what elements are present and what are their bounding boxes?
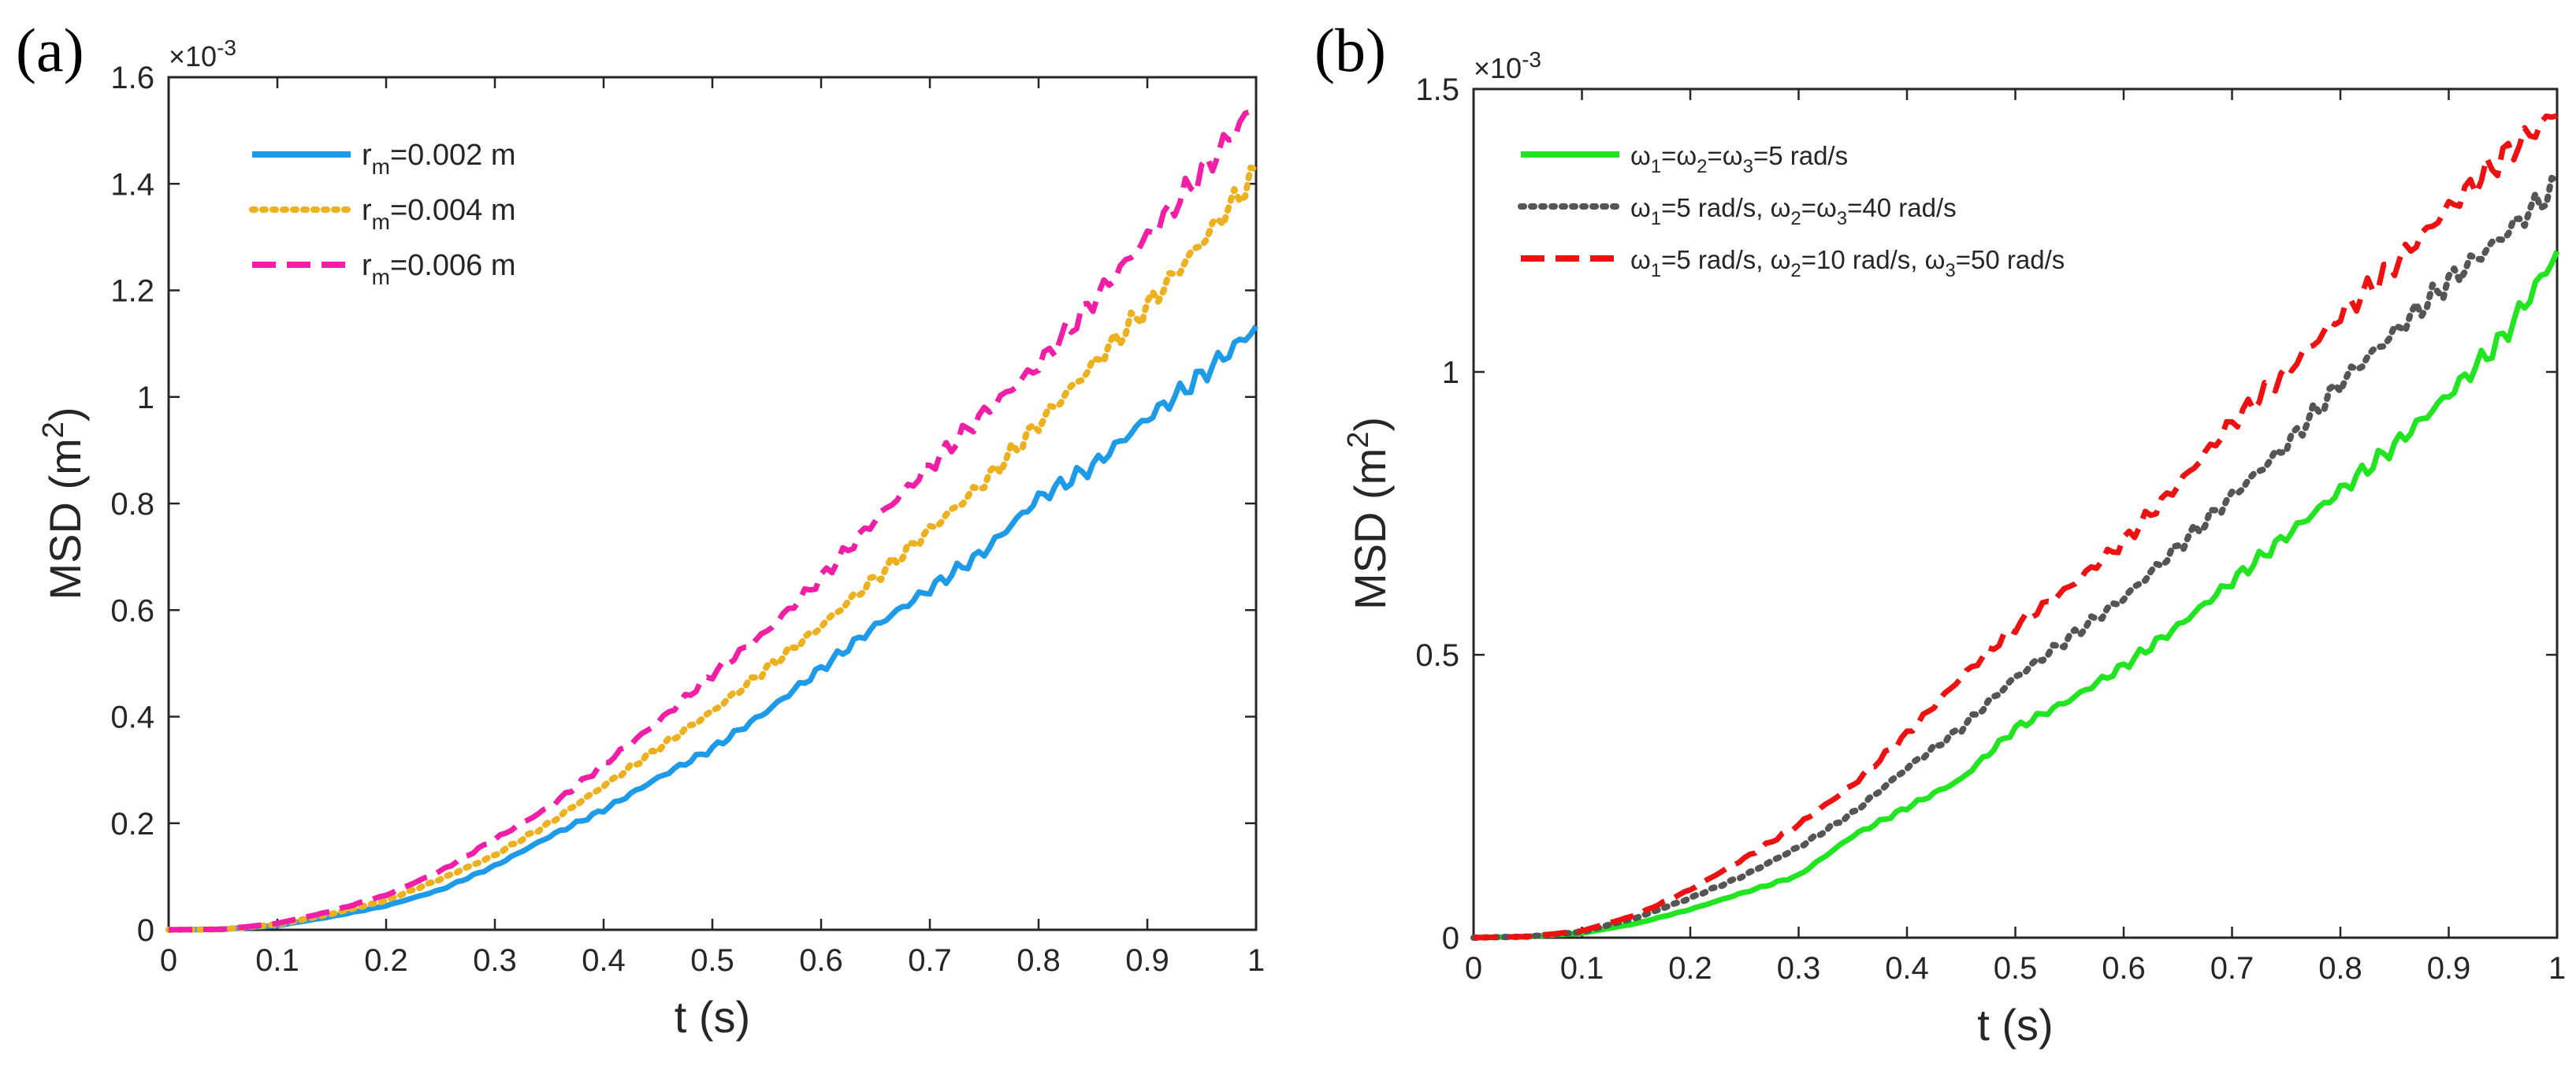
- plot-area: [1472, 87, 2559, 939]
- y-exponent-label: ×10-3: [1474, 47, 1541, 84]
- series-line-3: [1473, 113, 2558, 941]
- x-tick-label: 0.4: [1885, 951, 1929, 986]
- y-tick-label: 1: [1442, 355, 1459, 390]
- legend-label-2: ω1=5 rad/s, ω2=ω3=40 rad/s: [1630, 193, 1957, 229]
- x-tick-label: 0.1: [255, 943, 299, 978]
- x-tick-label: 0.2: [364, 943, 408, 978]
- x-tick-label: 0.3: [1777, 951, 1821, 986]
- panel-label-a: (a): [16, 16, 84, 84]
- x-tick-label: 0.7: [908, 943, 952, 978]
- x-tick-label: 0.6: [799, 943, 843, 978]
- legend-label-2: rm=0.004 m: [362, 194, 515, 234]
- x-axis-label: t (s): [1977, 1000, 2053, 1050]
- x-tick-label: 0.3: [473, 943, 517, 978]
- y-tick-label: 1.2: [110, 274, 154, 309]
- series-line-2: [1470, 174, 2560, 941]
- y-tick-label: 1.5: [1415, 72, 1459, 107]
- x-tick-label: 1: [2548, 951, 2566, 986]
- series-line-1: [1473, 250, 2560, 941]
- y-tick-label: 0.6: [110, 593, 154, 628]
- y-exponent-label: ×10-3: [169, 35, 236, 72]
- legend-label-1: rm=0.002 m: [362, 139, 515, 179]
- y-tick-label: 0: [137, 913, 154, 948]
- series-line-2: [165, 164, 1259, 933]
- x-tick-label: 0.5: [690, 943, 734, 978]
- x-axis-label: t (s): [675, 992, 750, 1042]
- y-tick-label: 1.6: [110, 61, 154, 95]
- chart-a: 0 0.1 0.2 0.3 0.4 0.5 0.6 0.7 0.8 0.9 1 0 0.2 0.4 0.6 0…: [37, 35, 1265, 1042]
- plot-area: [167, 76, 1258, 931]
- y-tick-label: 0.5: [1415, 638, 1459, 673]
- y-axis-label: MSD (m2): [1342, 417, 1395, 610]
- x-tick-label: 0.8: [1017, 943, 1061, 978]
- y-axis-label: MSD (m2): [37, 407, 90, 600]
- chart-b: 0 0.1 0.2 0.3 0.4 0.5 0.6 0.7 0.8 0.9 1 0 0.5 1 1.5 ×10…: [1342, 47, 2566, 1050]
- y-tick-label: 0.4: [110, 701, 154, 735]
- x-tick-label: 0: [1465, 951, 1482, 986]
- y-tick-label: 1: [137, 381, 154, 415]
- y-tick-label: 0.8: [110, 487, 154, 522]
- legend-label-3: rm=0.006 m: [362, 249, 515, 289]
- x-tick-label: 0.9: [2427, 951, 2471, 986]
- x-tick-label: 0.6: [2102, 951, 2146, 986]
- legend-label-1: ω1=ω2=ω3=5 rad/s: [1630, 141, 1848, 177]
- y-tick-label: 1.4: [110, 167, 154, 202]
- x-tick-label: 0.7: [2210, 951, 2254, 986]
- x-tick-label: 0.9: [1125, 943, 1169, 978]
- x-tick-label: 0.2: [1668, 951, 1712, 986]
- legend-label-3: ω1=5 rad/s, ω2=10 rad/s, ω3=50 rad/s: [1630, 245, 2065, 281]
- x-tick-label: 0.5: [1994, 951, 2038, 986]
- x-tick-label: 0.8: [2318, 951, 2362, 986]
- x-tick-label: 0.1: [1560, 951, 1604, 986]
- y-tick-label: 0: [1442, 921, 1459, 956]
- panel-label-b: (b): [1314, 16, 1386, 84]
- series-line-3: [168, 106, 1258, 933]
- x-tick-label: 1: [1247, 943, 1265, 978]
- x-tick-label: 0: [160, 943, 177, 978]
- series-line-1: [168, 324, 1258, 933]
- y-tick-label: 0.2: [110, 807, 154, 842]
- x-tick-label: 0.4: [582, 943, 626, 978]
